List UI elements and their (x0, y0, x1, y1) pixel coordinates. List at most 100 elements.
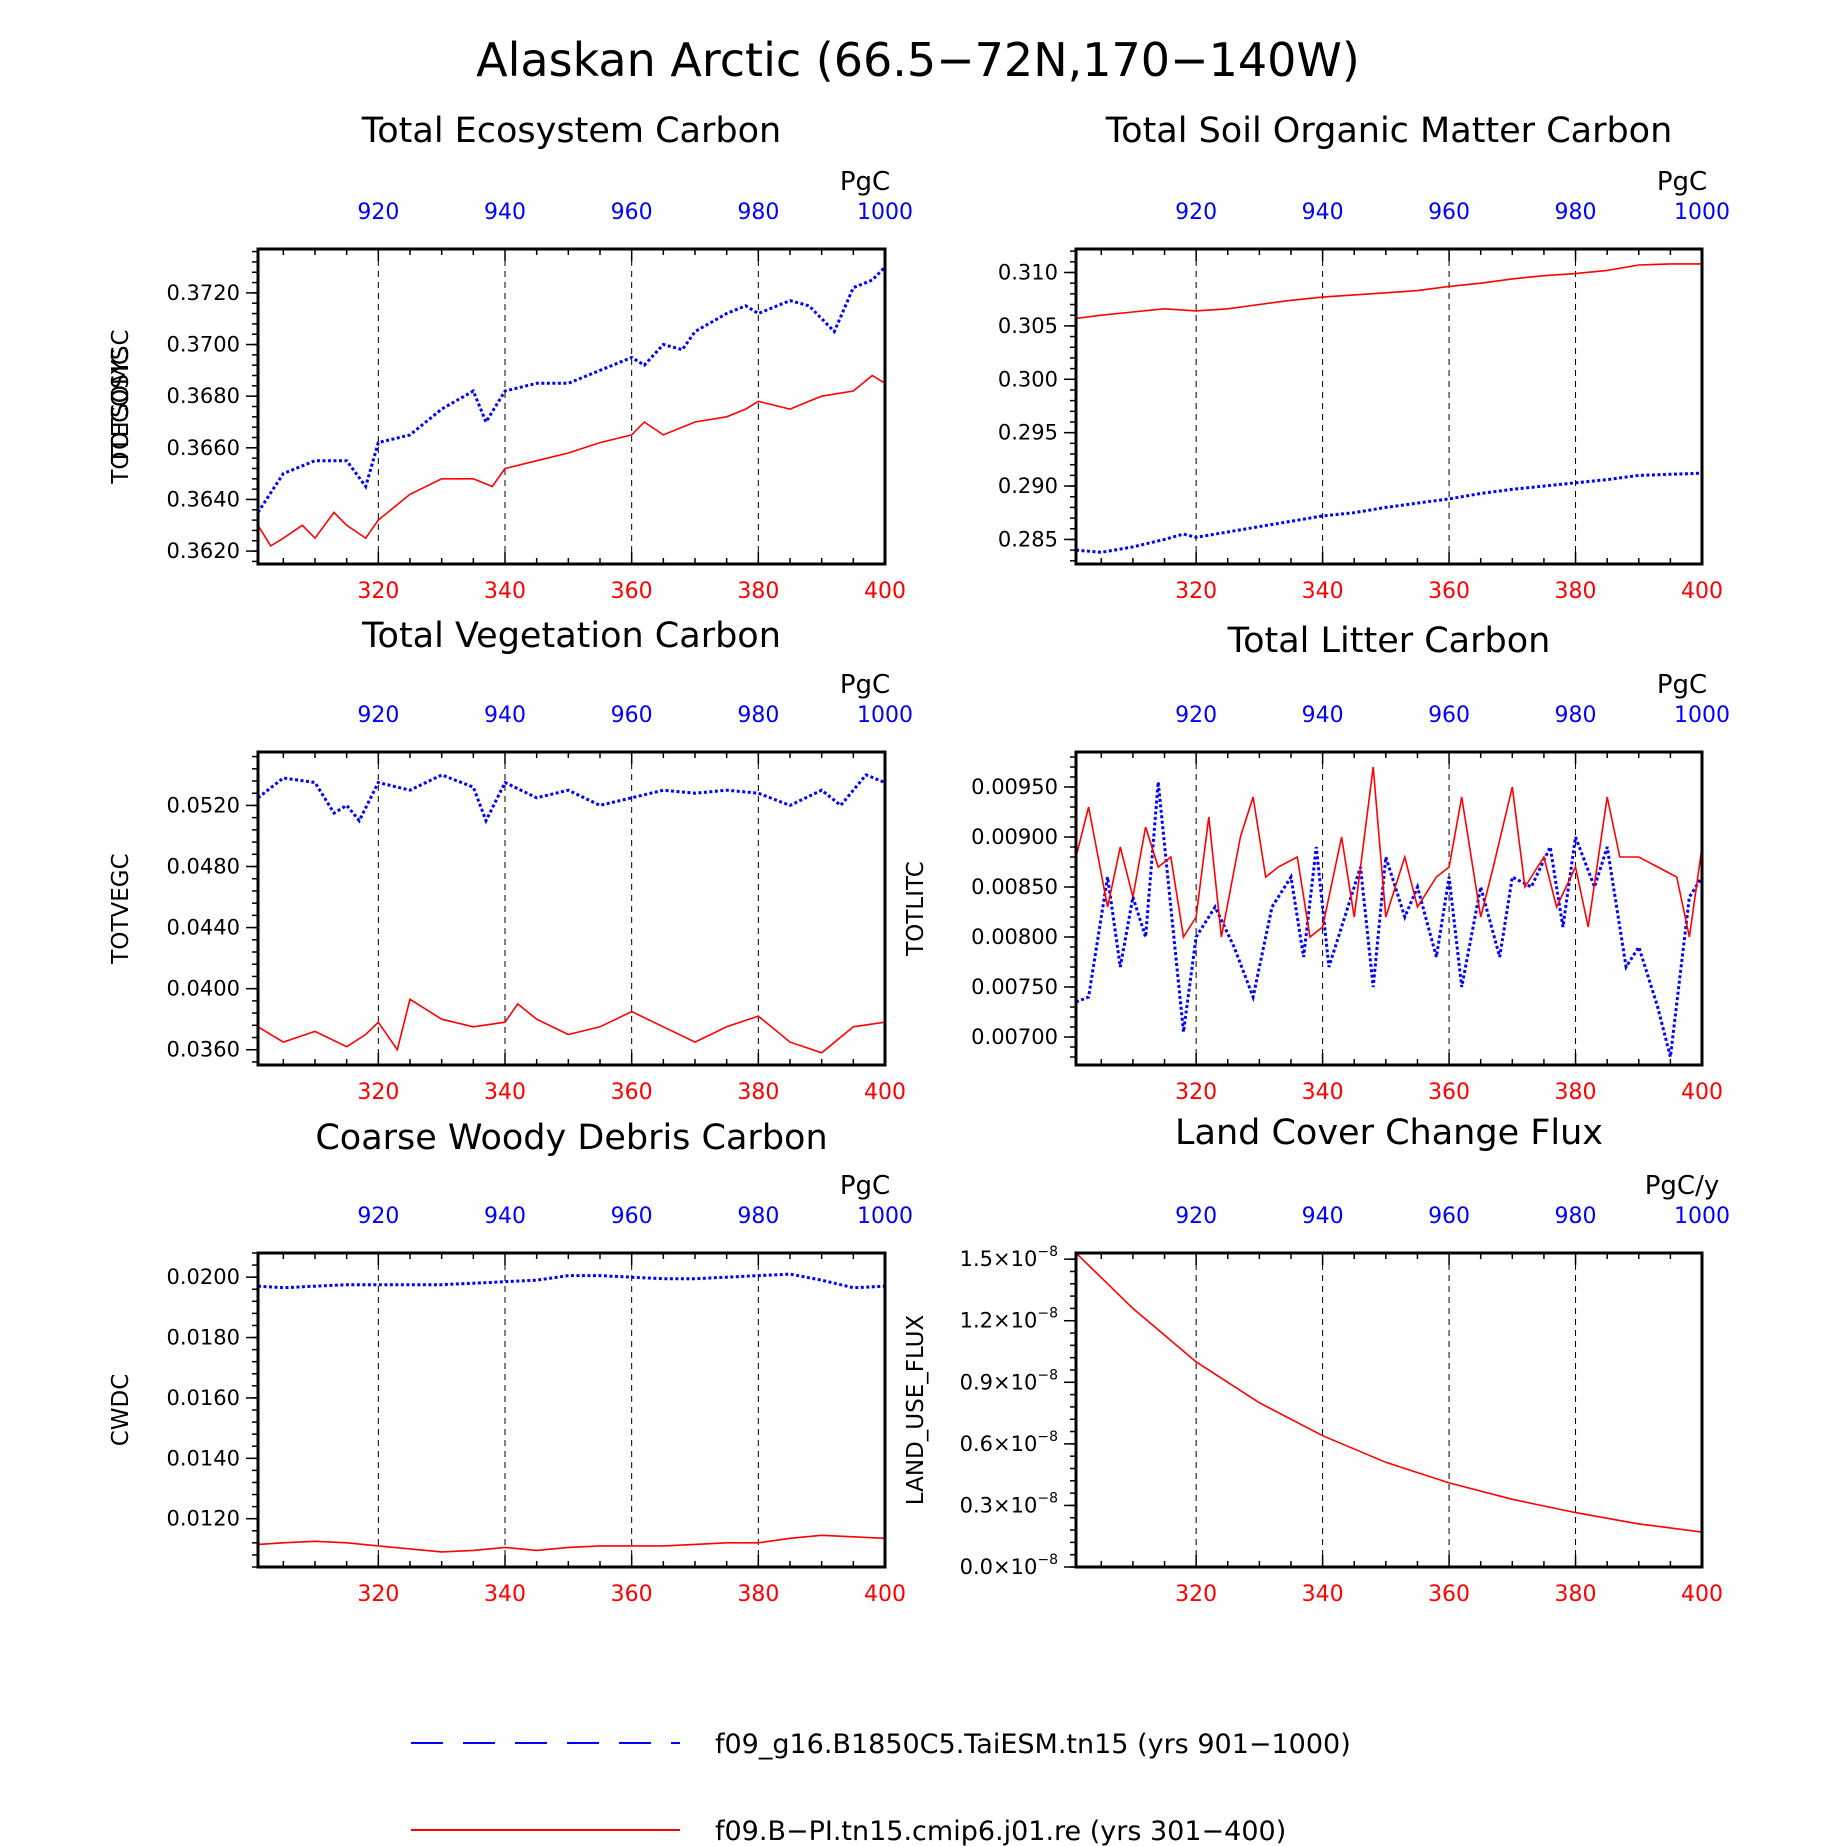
x-tick-label-top: 1000 (1674, 703, 1730, 728)
x-tick-label: 340 (484, 579, 526, 604)
x-tick-label: 380 (737, 1080, 779, 1105)
x-tick-label: 400 (864, 1582, 906, 1607)
y-tick-text: 0.3700 (167, 333, 240, 357)
x-tick-label: 340 (484, 1080, 526, 1105)
y-tick-label: 0.6×10−8 (960, 1429, 1058, 1456)
plot-frame (1074, 1251, 1704, 1569)
units-label: PgC (1657, 167, 1707, 197)
y-tick-text: 0.00900 (971, 825, 1058, 849)
series-line-blue (258, 773, 885, 825)
y-tick-label: 0.300 (998, 367, 1058, 391)
y-tick-text: 0.3×10 (960, 1493, 1038, 1517)
x-tick-label: 360 (1428, 1080, 1470, 1105)
legend: f09_g16.B1850C5.TaiESM.tn15 (yrs 901−100… (411, 1729, 1351, 1846)
y-tick-text: 0.0520 (167, 793, 240, 817)
series-line-blue (1076, 781, 1702, 1058)
x-tick-label: 360 (1428, 1582, 1470, 1607)
y-tick-exponent: −8 (1037, 1306, 1058, 1322)
y-tick-text: 0.305 (998, 314, 1058, 338)
y-tick-label: 0.0200 (167, 1265, 240, 1289)
y-tick-label: 0.0×10−8 (960, 1552, 1058, 1579)
y-tick-text: 0.3660 (167, 436, 240, 460)
y-tick-label: 0.0400 (167, 977, 240, 1001)
panel-title: Total Vegetation Carbon (361, 616, 781, 656)
y-tick-label: 0.0520 (167, 793, 240, 817)
x-tick-label: 380 (1555, 579, 1597, 604)
y-tick-label: 0.0120 (167, 1507, 240, 1531)
y-tick-label: 0.0180 (167, 1326, 240, 1350)
x-tick-label-top: 920 (1175, 1204, 1217, 1229)
y-tick-text: 0.0360 (167, 1038, 240, 1062)
y-tick-text: 0.300 (998, 367, 1058, 391)
x-tick-label: 360 (611, 579, 653, 604)
x-tick-label-top: 1000 (1674, 200, 1730, 225)
x-tick-label-top: 1000 (857, 200, 913, 225)
panel-title: Total Litter Carbon (1227, 621, 1551, 661)
y-tick-label: 0.0360 (167, 1038, 240, 1062)
y-tick-label: 0.3620 (167, 539, 240, 563)
x-tick-label: 320 (1175, 1080, 1217, 1105)
x-tick-label: 360 (611, 1582, 653, 1607)
x-tick-label-top: 920 (357, 200, 399, 225)
x-tick-label: 340 (1302, 1080, 1344, 1105)
panel-2: Total Soil Organic Matter Carbon PgC TOTSO… (108, 111, 1730, 604)
y-tick-label: 0.9×10−8 (960, 1367, 1058, 1394)
x-tick-label-top: 980 (737, 200, 779, 225)
y-tick-text: 0.00850 (971, 875, 1058, 899)
legend-label-1: f09_g16.B1850C5.TaiESM.tn15 (yrs 901−100… (715, 1729, 1351, 1760)
y-tick-text: 0.00700 (971, 1025, 1058, 1049)
y-tick-label: 0.3720 (167, 281, 240, 305)
x-tick-label-top: 940 (1302, 1204, 1344, 1229)
y-tick-text: 0.0480 (167, 855, 240, 879)
x-tick-label-top: 960 (1428, 200, 1470, 225)
y-tick-text: 1.5×10 (960, 1247, 1038, 1271)
panels: Total Ecosystem Carbon PgC TOTECOSYSC 320 34… (108, 111, 1730, 1607)
y-tick-label: 0.3660 (167, 436, 240, 460)
y-tick-text: 0.0180 (167, 1326, 240, 1350)
y-tick-text: 0.0×10 (960, 1555, 1038, 1579)
y-tick-label: 0.00950 (971, 775, 1058, 799)
x-tick-label-top: 920 (357, 1204, 399, 1229)
y-tick-label: 0.295 (998, 421, 1058, 445)
units-label: PgC (840, 670, 890, 700)
y-tick-text: 0.3680 (167, 384, 240, 408)
x-tick-label: 380 (737, 1582, 779, 1607)
y-tick-text: 0.3620 (167, 539, 240, 563)
x-tick-label: 380 (737, 579, 779, 604)
series-line-red (1076, 1253, 1702, 1533)
x-tick-label-top: 980 (737, 1204, 779, 1229)
y-tick-label: 0.00700 (971, 1025, 1058, 1049)
y-axis-label: CWDC (108, 1374, 134, 1447)
y-tick-label: 0.0480 (167, 855, 240, 879)
x-tick-label-top: 1000 (1674, 1204, 1730, 1229)
panel-6: Land Cover Change Flux PgC/y LAND_USE_FLUX… (903, 1113, 1730, 1607)
y-axis-label: TOTLITC (903, 861, 929, 957)
x-tick-label-top: 940 (484, 1204, 526, 1229)
panel-title: Land Cover Change Flux (1175, 1113, 1603, 1153)
y-tick-text: 0.9×10 (960, 1370, 1038, 1394)
x-tick-label-top: 960 (611, 703, 653, 728)
x-tick-label-top: 980 (1555, 1204, 1597, 1229)
x-tick-label-top: 920 (357, 703, 399, 728)
x-tick-label: 380 (1555, 1582, 1597, 1607)
series-line-red (258, 998, 885, 1054)
y-axis-label: LAND_USE_FLUX (903, 1315, 929, 1506)
x-tick-label-top: 980 (737, 703, 779, 728)
y-tick-label: 0.305 (998, 314, 1058, 338)
x-tick-label: 340 (1302, 579, 1344, 604)
y-tick-label: 0.3640 (167, 487, 240, 511)
y-tick-label: 0.00800 (971, 925, 1058, 949)
y-tick-label: 0.3680 (167, 384, 240, 408)
y-tick-exponent: −8 (1037, 1367, 1058, 1383)
y-tick-text: 0.00950 (971, 775, 1058, 799)
units-label: PgC (840, 167, 890, 197)
plot-frame (256, 1251, 887, 1569)
units-label: PgC (1657, 670, 1707, 700)
y-tick-label: 0.0440 (167, 916, 240, 940)
x-tick-label: 380 (1555, 1080, 1597, 1105)
y-tick-label: 0.310 (998, 260, 1058, 284)
y-tick-exponent: −8 (1037, 1490, 1058, 1506)
y-axis-label: TOTVEGC (108, 853, 134, 964)
y-tick-exponent: −8 (1037, 1244, 1058, 1260)
panel-5: Coarse Woody Debris Carbon PgC CWDC 320 340 3… (108, 1118, 913, 1607)
